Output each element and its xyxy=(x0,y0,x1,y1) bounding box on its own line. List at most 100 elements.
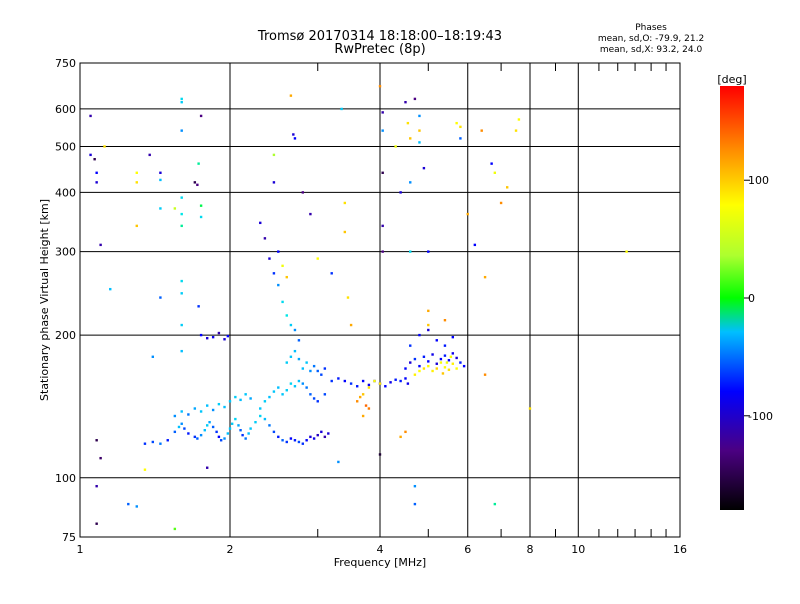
data-point xyxy=(289,437,293,440)
data-point xyxy=(449,355,453,358)
data-point xyxy=(285,440,288,444)
data-point xyxy=(199,204,203,207)
data-point xyxy=(289,323,293,327)
data-point xyxy=(404,367,407,370)
data-point xyxy=(277,250,280,253)
data-point xyxy=(418,141,421,144)
data-point xyxy=(364,404,368,407)
x-tick-labels: 1 2 4 6 8 10 16 xyxy=(77,543,688,556)
data-point xyxy=(263,400,267,403)
data-point xyxy=(343,230,347,234)
data-point xyxy=(301,442,305,445)
x-tick-label: 1 xyxy=(77,543,84,556)
data-point xyxy=(193,181,197,184)
data-point xyxy=(316,400,319,403)
data-point xyxy=(293,328,297,332)
data-point xyxy=(159,178,162,182)
data-point xyxy=(263,237,267,240)
data-point xyxy=(316,257,319,260)
data-point xyxy=(441,372,445,375)
data-point xyxy=(95,171,98,174)
data-point xyxy=(89,114,92,118)
data-point xyxy=(413,502,417,506)
data-point xyxy=(459,125,462,129)
data-point xyxy=(180,410,183,413)
data-point xyxy=(409,344,412,347)
data-point xyxy=(95,522,98,525)
data-point xyxy=(268,395,271,399)
grid-lines xyxy=(80,63,680,537)
data-point xyxy=(89,153,92,157)
data-point xyxy=(180,279,183,283)
data-point xyxy=(281,264,284,268)
data-point xyxy=(309,435,312,439)
data-point xyxy=(358,395,362,399)
data-point xyxy=(193,407,197,410)
data-point xyxy=(409,137,412,140)
data-point xyxy=(263,417,267,421)
data-point xyxy=(427,250,430,253)
data-point xyxy=(289,382,293,385)
data-point xyxy=(462,364,466,368)
data-point xyxy=(187,432,190,435)
data-point xyxy=(234,395,237,399)
data-point xyxy=(199,215,203,219)
data-point xyxy=(323,393,327,396)
data-point xyxy=(272,153,276,157)
data-point xyxy=(378,382,382,385)
data-point xyxy=(418,333,421,337)
data-point xyxy=(422,166,426,170)
data-point xyxy=(239,429,242,432)
data-point xyxy=(277,435,280,439)
data-point xyxy=(226,334,230,338)
data-point xyxy=(285,389,288,392)
data-point xyxy=(473,243,477,247)
data-point xyxy=(127,502,130,506)
data-point xyxy=(199,333,203,337)
data-point xyxy=(180,292,183,295)
data-point xyxy=(197,162,200,165)
data-point xyxy=(309,393,312,396)
data-point xyxy=(312,437,316,440)
colorbar-ticks: 100 0 -100 xyxy=(744,174,773,423)
data-point xyxy=(480,129,483,132)
data-point xyxy=(223,437,226,440)
data-point xyxy=(237,424,240,427)
data-point xyxy=(427,328,430,332)
data-point xyxy=(431,369,434,373)
data-point xyxy=(297,357,301,361)
data-point xyxy=(373,379,376,383)
data-point xyxy=(211,408,215,412)
data-point xyxy=(305,361,308,364)
y-tick-label: 200 xyxy=(55,329,76,342)
data-point xyxy=(289,355,293,358)
data-point xyxy=(435,367,438,370)
y-tick-label: 300 xyxy=(55,246,76,259)
data-point xyxy=(177,425,181,429)
stats-heading: Phases xyxy=(635,23,667,33)
data-point xyxy=(381,250,384,253)
data-point xyxy=(439,361,443,364)
data-point xyxy=(312,364,316,368)
data-point xyxy=(320,373,323,376)
data-point xyxy=(285,361,288,364)
data-point xyxy=(455,121,458,125)
data-point xyxy=(159,296,162,299)
data-point xyxy=(443,344,447,347)
y-tick-label: 750 xyxy=(55,57,76,70)
data-point xyxy=(135,181,138,184)
data-point xyxy=(384,385,387,388)
data-point xyxy=(466,212,469,216)
x-tick-label: 16 xyxy=(673,543,687,556)
x-tick-label: 6 xyxy=(464,543,471,556)
data-point xyxy=(418,369,421,373)
data-point xyxy=(483,275,487,279)
data-point xyxy=(292,133,295,136)
data-point xyxy=(297,339,301,342)
data-point xyxy=(323,367,327,370)
data-point xyxy=(135,171,138,174)
data-point xyxy=(413,373,417,376)
data-point xyxy=(455,356,458,360)
data-point xyxy=(439,357,443,361)
data-point xyxy=(340,107,343,111)
